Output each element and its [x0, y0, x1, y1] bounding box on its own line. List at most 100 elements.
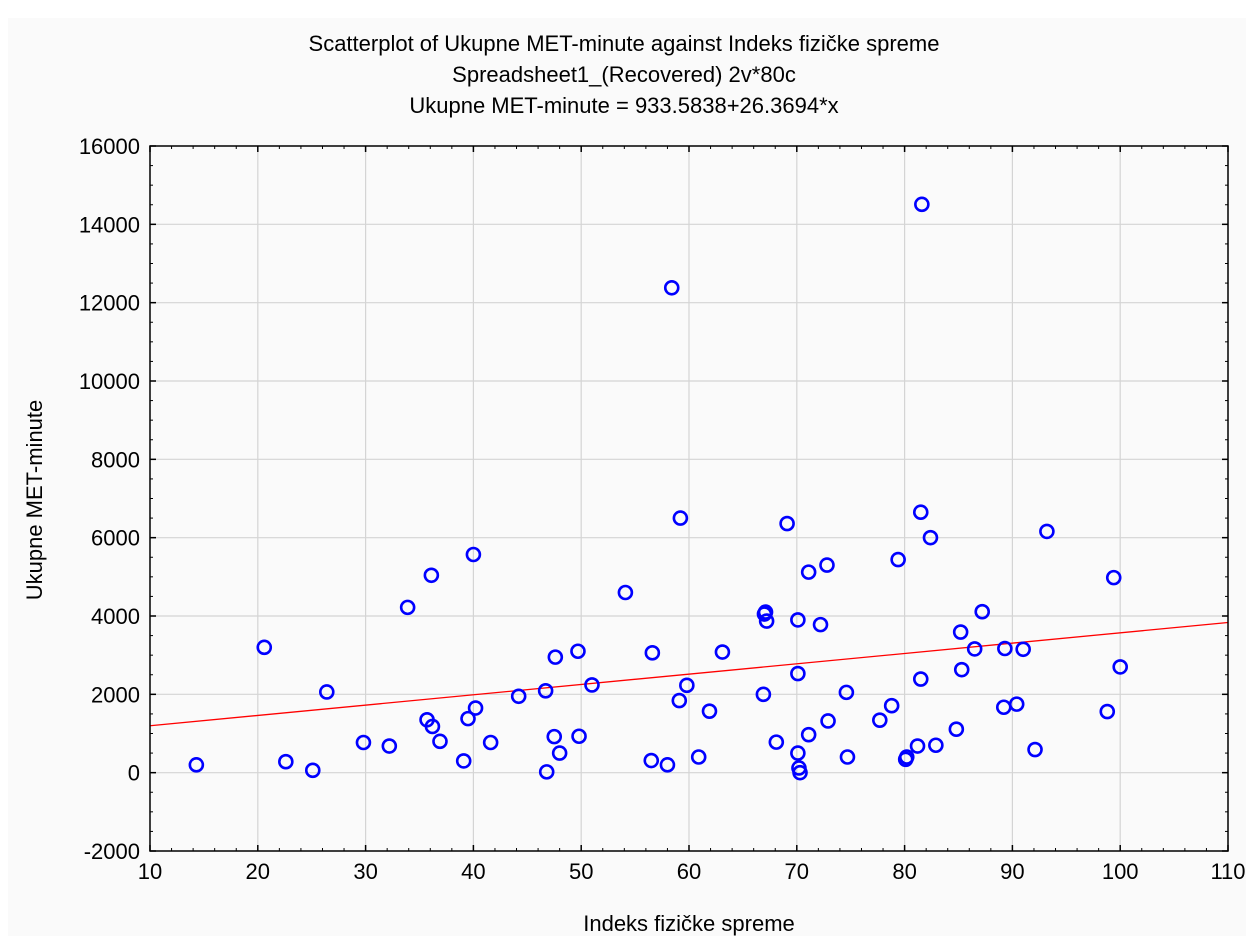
- scatter-point: [423, 567, 440, 584]
- scatter-point: [1112, 659, 1128, 675]
- scatter-point: [883, 697, 900, 714]
- y-tick-label: 2000: [91, 682, 140, 707]
- scatter-point: [898, 749, 915, 765]
- scatter-point: [997, 640, 1013, 657]
- scatter-point: [546, 728, 563, 745]
- scatter-point: [890, 551, 906, 568]
- x-axis-label: Indeks fizičke spreme: [583, 911, 795, 936]
- scatter-point: [912, 671, 929, 687]
- scatter-point: [584, 677, 600, 693]
- scatter-point: [1099, 703, 1116, 720]
- x-tick-label: 50: [569, 859, 593, 884]
- scatter-point: [304, 762, 321, 779]
- scatter-point: [551, 745, 568, 761]
- y-tick-label: 6000: [91, 526, 140, 551]
- scatter-point: [467, 700, 484, 716]
- scatter-point: [952, 624, 969, 640]
- scatter-point: [995, 699, 1012, 716]
- scatter-point: [455, 753, 472, 769]
- scatter-point: [399, 599, 416, 616]
- x-tick-label: 40: [461, 859, 485, 884]
- x-tick-label: 80: [892, 859, 916, 884]
- scatter-point: [912, 504, 929, 521]
- scatter-point: [790, 745, 806, 761]
- regression-line: [149, 621, 1229, 727]
- y-tick-labels: -2000 0 2000 4000 6000 8000 10000 12000 14000 160…: [79, 134, 140, 864]
- scatter-point: [424, 718, 441, 735]
- scatter-point: [953, 661, 970, 678]
- scatter-point: [812, 616, 829, 633]
- scatter-point: [537, 683, 554, 699]
- y-tick-label: 10000: [79, 369, 140, 394]
- scatter-point: [671, 692, 688, 709]
- scatter-point: [792, 764, 808, 781]
- scatter-point: [318, 684, 335, 700]
- y-tick-label: 4000: [91, 604, 140, 629]
- scatter-point: [838, 684, 855, 701]
- scatter-point: [381, 738, 398, 754]
- scatter-point: [758, 613, 775, 629]
- y-tick-label: 16000: [79, 134, 140, 159]
- scatter-point: [679, 677, 695, 694]
- scatter-point: [820, 713, 836, 729]
- scatter-point: [256, 639, 273, 656]
- scatter-point: [928, 737, 944, 754]
- scatter-points: [188, 196, 1128, 781]
- scatter-point: [663, 279, 680, 296]
- grid-lines: [150, 146, 1228, 851]
- scatter-point: [922, 529, 939, 546]
- scatter-point: [672, 510, 689, 526]
- scatter-point: [465, 546, 482, 563]
- scatter-point: [1105, 569, 1122, 586]
- axis-ticks: [149, 145, 1229, 852]
- x-tick-label: 30: [353, 859, 377, 884]
- scatter-point: [872, 712, 888, 728]
- chart-background: [8, 18, 1246, 936]
- chart-subtitle: Spreadsheet1_(Recovered) 2v*80c: [452, 62, 796, 87]
- scatter-point: [547, 649, 564, 665]
- scatter-point: [714, 644, 731, 660]
- x-tick-labels: 10 20 30 40 50 60 70 80 90 100 110: [138, 859, 1246, 884]
- x-tick-label: 110: [1210, 859, 1245, 884]
- scatter-point: [617, 584, 634, 601]
- y-tick-label: 0: [128, 761, 140, 786]
- scatter-point: [909, 738, 926, 754]
- scatter-point: [974, 603, 991, 620]
- y-tick-label: 8000: [91, 447, 140, 472]
- scatter-point: [643, 752, 660, 769]
- scatter-point: [460, 710, 476, 727]
- scatter-point: [790, 665, 806, 682]
- scatter-point: [1015, 641, 1031, 658]
- scatter-point: [355, 734, 372, 751]
- scatter-point: [432, 733, 448, 750]
- scatter-point: [779, 515, 795, 532]
- scatter-point: [690, 749, 707, 765]
- scatter-point: [538, 764, 555, 780]
- x-tick-label: 10: [138, 859, 162, 884]
- scatter-point: [644, 645, 661, 661]
- scatter-point: [948, 721, 965, 737]
- scatter-point: [188, 757, 205, 773]
- x-tick-label: 70: [785, 859, 809, 884]
- scatter-point: [278, 753, 294, 770]
- scatter-point: [701, 703, 718, 719]
- scatter-point: [510, 688, 527, 705]
- regression-line-group: [149, 621, 1229, 727]
- scatter-point: [800, 726, 817, 743]
- x-tick-label: 20: [246, 859, 270, 884]
- scatter-point: [755, 686, 772, 703]
- scatter-point: [819, 557, 835, 573]
- y-tick-label: 14000: [79, 212, 140, 237]
- scatter-point: [914, 196, 930, 213]
- scatter-point: [757, 604, 774, 620]
- scatter-point: [659, 757, 676, 773]
- scatter-point: [571, 728, 587, 745]
- y-tick-label: 12000: [79, 291, 140, 316]
- scatter-point: [800, 564, 817, 580]
- chart-title: Scatterplot of Ukupne MET-minute against…: [309, 31, 940, 56]
- y-axis-label: Ukupne MET-minute: [22, 400, 47, 601]
- scatter-point: [790, 612, 806, 628]
- scatter-point: [570, 643, 586, 660]
- scatter-point: [482, 734, 499, 751]
